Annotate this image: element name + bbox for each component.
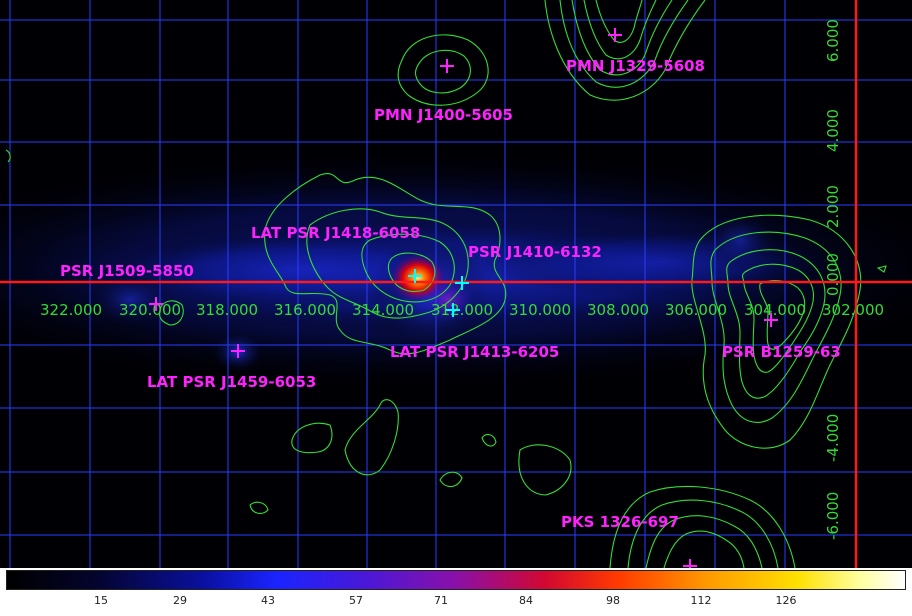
lon-tick-label: 310.000 xyxy=(509,301,571,319)
lon-tick-label: 314.000 xyxy=(352,301,414,319)
lon-tick-label: 322.000 xyxy=(40,301,102,319)
source-marker[interactable] xyxy=(408,269,422,283)
lon-tick-label: 308.000 xyxy=(587,301,649,319)
map-canvas: 322.000 320.000 318.000 316.000 314.000 … xyxy=(0,0,912,568)
source-markers xyxy=(149,28,778,568)
lon-tick-label: 320.000 xyxy=(119,301,181,319)
source-labels: PMN J1329-5608 PMN J1400-5605 LAT PSR J1… xyxy=(60,57,841,531)
longitude-tick-labels: 322.000 320.000 318.000 316.000 314.000 … xyxy=(40,301,884,319)
source-marker[interactable] xyxy=(455,276,469,290)
lon-tick-label: 318.000 xyxy=(196,301,258,319)
lat-tick-label: 6.000 xyxy=(824,19,842,62)
sky-map[interactable]: 322.000 320.000 318.000 316.000 314.000 … xyxy=(0,0,912,568)
lon-tick-label: 316.000 xyxy=(274,301,336,319)
source-label: PSR J1509-5850 xyxy=(60,262,194,280)
radio-contours xyxy=(5,0,887,568)
source-label: PSR B1259-63 xyxy=(722,343,841,361)
source-marker[interactable] xyxy=(683,559,697,568)
colorbar-tick-label: 43 xyxy=(261,594,275,607)
lon-tick-label: 304.000 xyxy=(744,301,806,319)
lon-tick-label: 302.000 xyxy=(822,301,884,319)
lon-tick-label: 306.000 xyxy=(665,301,727,319)
source-marker[interactable] xyxy=(149,297,163,311)
source-marker[interactable] xyxy=(608,28,622,42)
source-label: LAT PSR J1459-6053 xyxy=(147,373,316,391)
colorbar-tick-label: 84 xyxy=(519,594,533,607)
source-label: PKS 1326-697 xyxy=(561,513,679,531)
lat-tick-label: -6.000 xyxy=(824,492,842,540)
source-marker[interactable] xyxy=(446,303,460,317)
lat-tick-label: 0.000 xyxy=(824,253,842,296)
source-label: LAT PSR J1418-6058 xyxy=(251,224,420,242)
colorbar xyxy=(6,570,906,590)
source-label: PSR J1410-6132 xyxy=(468,243,602,261)
source-label: PMN J1329-5608 xyxy=(566,57,705,75)
lat-tick-label: 2.000 xyxy=(824,185,842,228)
colorbar-tick-label: 98 xyxy=(606,594,620,607)
colorbar-tick-label: 126 xyxy=(775,594,797,607)
colorbar-tick-label: 15 xyxy=(94,594,108,607)
colorbar-ticks: 15 29 43 57 71 84 98 112 126 xyxy=(0,592,912,616)
source-label: LAT PSR J1413-6205 xyxy=(390,343,559,361)
source-marker[interactable] xyxy=(440,59,454,73)
source-marker[interactable] xyxy=(764,313,778,327)
coordinate-grid xyxy=(0,0,912,568)
colorbar-tick-label: 71 xyxy=(434,594,448,607)
source-label: PMN J1400-5605 xyxy=(374,106,513,124)
lat-tick-label: 4.000 xyxy=(824,109,842,152)
colorbar-tick-label: 29 xyxy=(173,594,187,607)
source-marker[interactable] xyxy=(231,344,245,358)
lon-tick-label: 312.000 xyxy=(431,301,493,319)
colorbar-tick-label: 57 xyxy=(349,594,363,607)
latitude-tick-labels: 6.000 4.000 2.000 0.000 -4.000 -6.000 xyxy=(824,19,842,540)
lat-tick-label: -4.000 xyxy=(824,414,842,462)
colorbar-tick-label: 112 xyxy=(690,594,712,607)
